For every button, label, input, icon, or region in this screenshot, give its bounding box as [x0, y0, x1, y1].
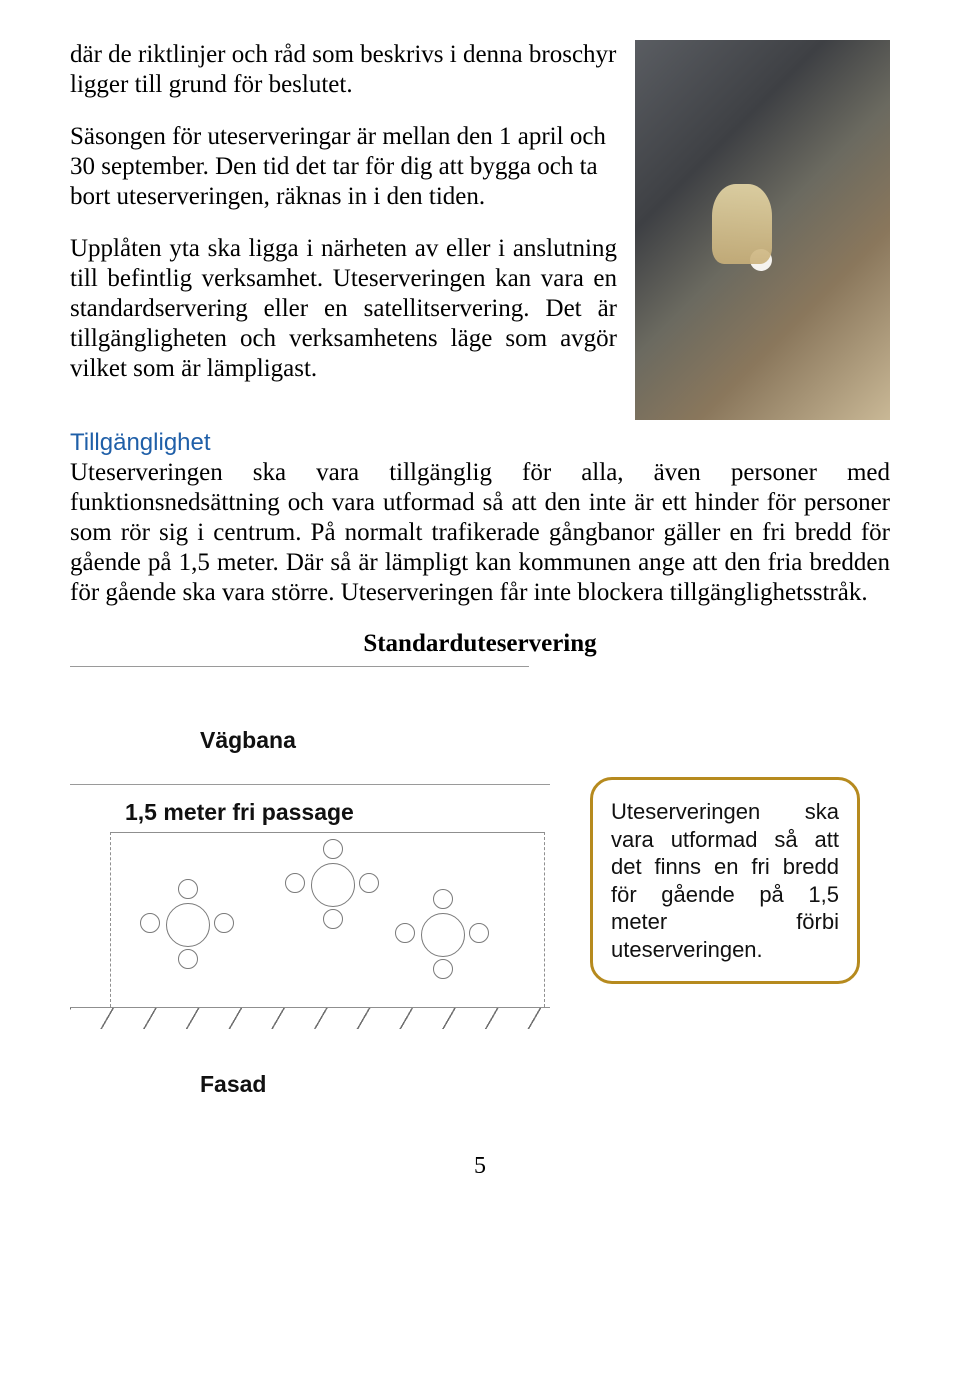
- chair-circle: [323, 909, 343, 929]
- vagbana-label: Vägbana: [200, 727, 550, 754]
- rule-under-title: [70, 666, 529, 667]
- chair-circle: [285, 873, 305, 893]
- chair-circle: [433, 959, 453, 979]
- chair-circle: [178, 949, 198, 969]
- standard-title: Standarduteservering: [70, 630, 890, 658]
- accessibility-paragraph: Tillgänglighet Uteserveringen ska vara t…: [70, 428, 890, 608]
- chair-circle: [433, 889, 453, 909]
- seating-area: [110, 832, 545, 1007]
- chair-circle: [469, 923, 489, 943]
- intro-paragraph: där de riktlinjer och råd som beskrivs i…: [70, 40, 617, 100]
- callout-box: Uteserveringen ska vara utformad så att …: [590, 777, 860, 984]
- page-number: 5: [70, 1153, 890, 1180]
- table-circle: [421, 913, 465, 957]
- chair-circle: [214, 913, 234, 933]
- table-circle: [166, 903, 210, 947]
- roadway-rule: [70, 784, 550, 785]
- accessibility-heading: Tillgänglighet: [70, 429, 211, 456]
- chair-circle: [140, 913, 160, 933]
- season-paragraph: Säsongen för uteserveringar är mellan de…: [70, 122, 617, 212]
- chair-circle: [323, 839, 343, 859]
- layout-diagram: Vägbana 1,5 meter fri passage Fasad: [70, 727, 550, 1098]
- fasad-label: Fasad: [200, 1071, 550, 1098]
- chair-circle: [178, 879, 198, 899]
- cafe-photo: [635, 40, 890, 420]
- passage-label: 1,5 meter fri passage: [125, 799, 550, 826]
- chair-circle: [395, 923, 415, 943]
- location-paragraph: Upplåten yta ska ligga i närheten av ell…: [70, 234, 617, 384]
- chair-circle: [359, 873, 379, 893]
- accessibility-body: Uteserveringen ska vara tillgänglig för …: [70, 459, 890, 606]
- facade-hatch: [70, 1007, 550, 1029]
- table-circle: [311, 863, 355, 907]
